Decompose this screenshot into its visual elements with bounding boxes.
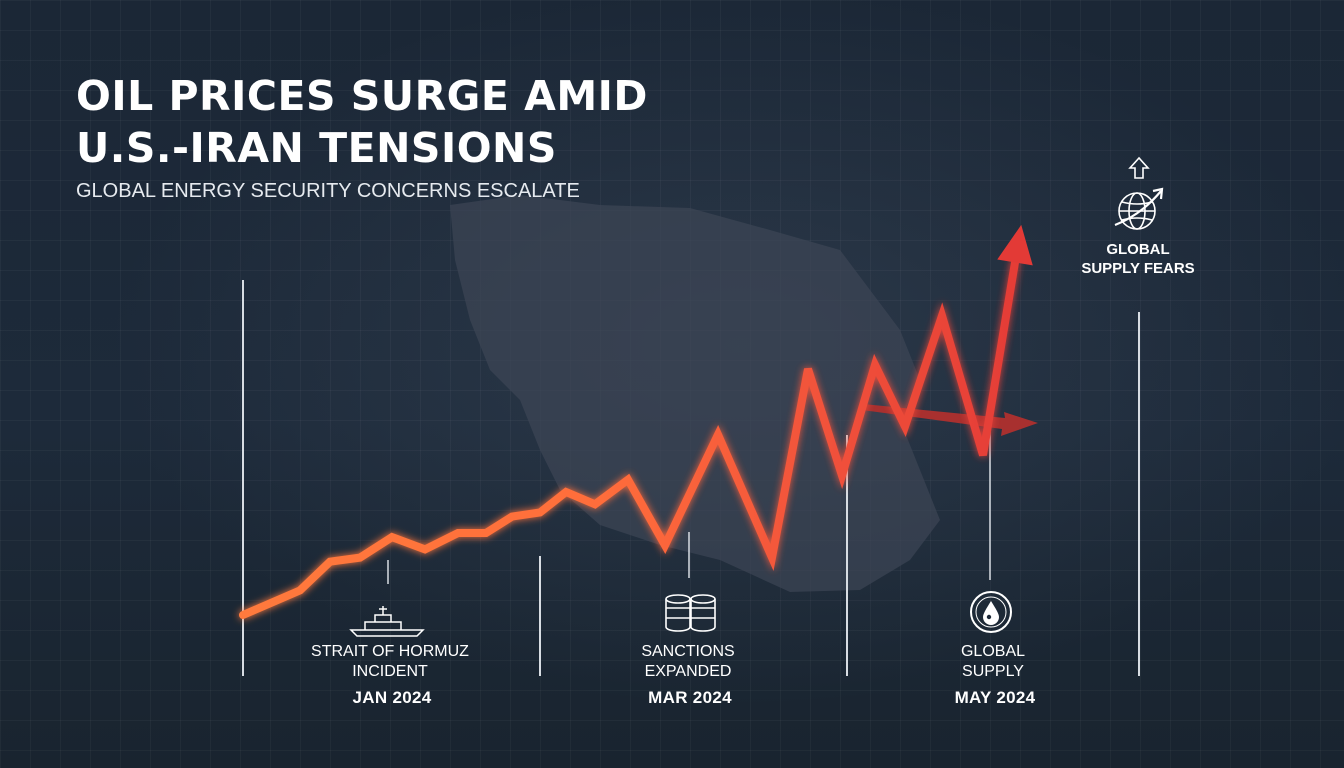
- oil-drop-icon: [970, 591, 1012, 633]
- up-arrow-icon: [1128, 156, 1150, 179]
- side-label-supply-fears: GLOBAL SUPPLY FEARS: [1081, 241, 1195, 277]
- tick-label-jan-2024: JAN 2024: [352, 688, 432, 707]
- event-label-sanctions: SANCTIONS EXPANDED: [641, 643, 735, 680]
- event-label-supply: GLOBAL SUPPLY: [960, 643, 1026, 680]
- page-subtitle: GLOBAL ENERGY SECURITY CONCERNS ESCALATE: [76, 180, 580, 202]
- tick-label-mar-2024: MAR 2024: [648, 688, 732, 707]
- event-label-hormuz: STRAIT OF HORMUZ INCIDENT: [311, 643, 469, 680]
- warship-icon: [349, 606, 425, 637]
- globe-arrow-icon: [1114, 187, 1164, 230]
- page-title: OIL PRICES SURGE AMID U.S.-IRAN TENSIONS: [76, 72, 648, 172]
- price-arrowhead: [997, 224, 1033, 266]
- oil-barrels-icon: [665, 594, 716, 632]
- tick-label-may-2024: MAY 2024: [954, 688, 1036, 707]
- price-line: [239, 258, 1019, 619]
